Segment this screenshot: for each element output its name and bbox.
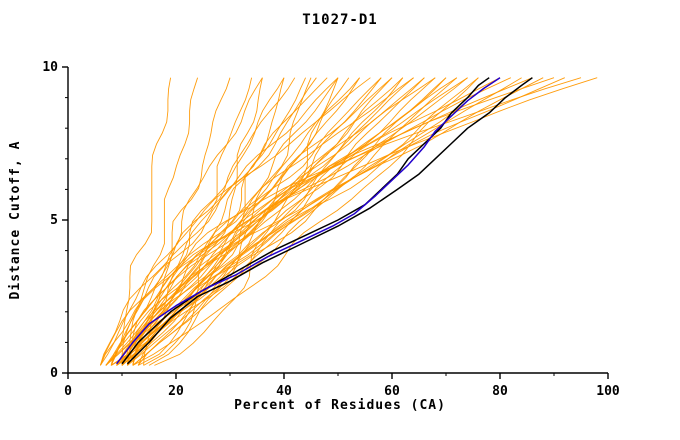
svg-text:100: 100 xyxy=(596,384,620,399)
svg-text:0: 0 xyxy=(50,366,58,381)
svg-text:20: 20 xyxy=(168,384,184,399)
svg-text:40: 40 xyxy=(276,384,292,399)
svg-text:60: 60 xyxy=(384,384,400,399)
x-axis-label: Percent of Residues (CA) xyxy=(234,398,446,413)
svg-text:10: 10 xyxy=(42,60,58,75)
chart-title: T1027-D1 xyxy=(302,12,378,28)
svg-text:5: 5 xyxy=(50,213,58,228)
svg-text:80: 80 xyxy=(492,384,508,399)
svg-text:0: 0 xyxy=(64,384,72,399)
